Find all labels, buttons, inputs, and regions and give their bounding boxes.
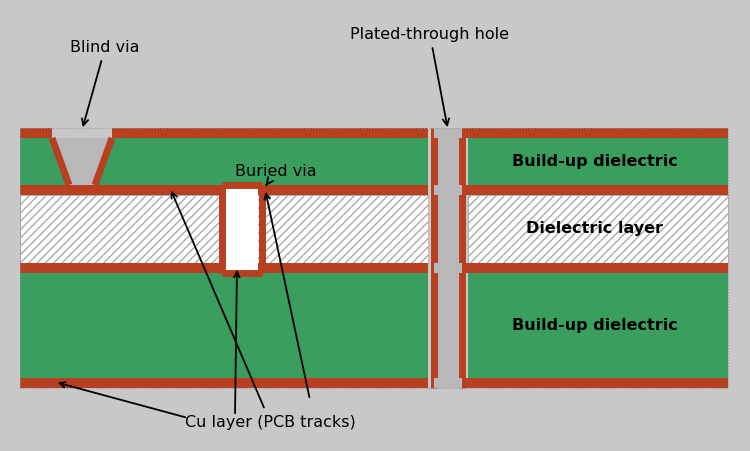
Bar	[428, 128, 468, 388]
Bar	[468, 263, 728, 273]
Bar	[20, 185, 428, 195]
Bar	[434, 378, 468, 388]
Bar	[434, 185, 462, 195]
Bar	[434, 128, 462, 138]
Text: Dielectric layer: Dielectric layer	[526, 221, 664, 236]
Bar	[434, 378, 462, 388]
Bar	[462, 263, 728, 273]
Text: Build-up dielectric: Build-up dielectric	[512, 154, 678, 169]
Polygon shape	[52, 138, 112, 185]
Bar	[20, 128, 428, 138]
Text: Plated-through hole: Plated-through hole	[350, 28, 509, 125]
Bar	[462, 378, 728, 388]
Bar	[468, 128, 728, 138]
Bar	[434, 263, 468, 273]
Bar	[20, 128, 428, 388]
Bar	[468, 195, 728, 263]
Bar	[225, 185, 258, 273]
Bar	[20, 195, 428, 263]
Bar	[468, 378, 728, 388]
Text: Blind via: Blind via	[70, 41, 140, 125]
Bar	[434, 185, 468, 195]
Bar	[462, 185, 728, 195]
Text: Cu layer (PCB tracks): Cu layer (PCB tracks)	[184, 414, 356, 429]
Bar	[434, 263, 462, 273]
Bar	[52, 128, 112, 138]
Bar	[468, 185, 728, 195]
Bar	[434, 128, 468, 138]
Bar	[434, 128, 462, 388]
Bar	[468, 128, 728, 388]
Text: Buried via: Buried via	[235, 165, 316, 185]
Bar	[20, 263, 428, 273]
Text: Build-up dielectric: Build-up dielectric	[512, 318, 678, 333]
Bar	[20, 128, 728, 388]
Bar	[20, 378, 428, 388]
Bar	[462, 128, 728, 138]
